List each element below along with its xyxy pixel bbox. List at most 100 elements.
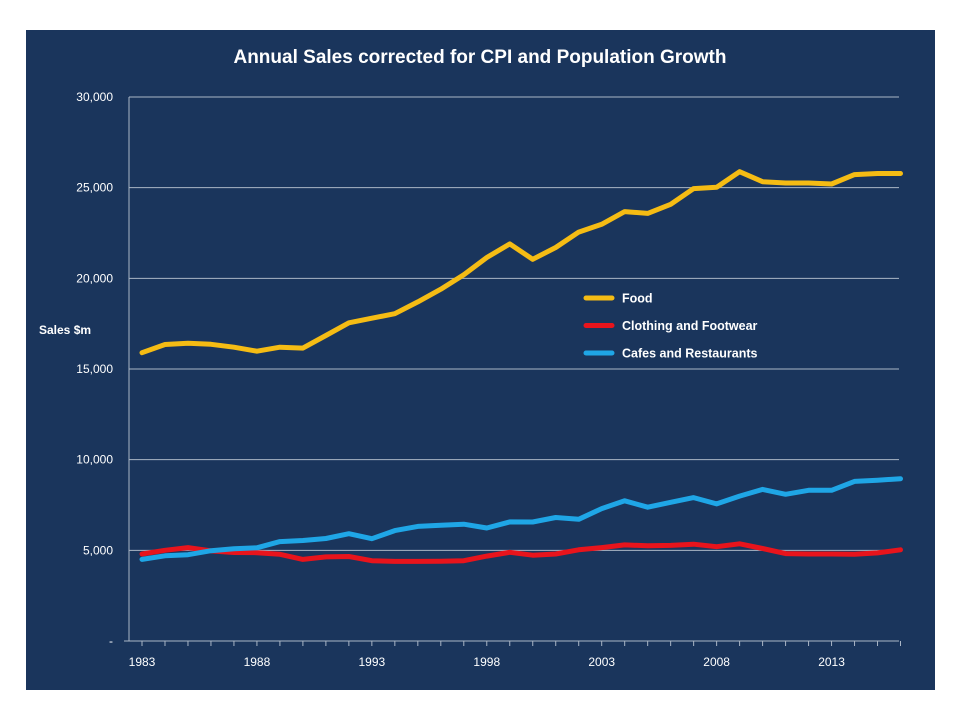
data-point-cafes bbox=[691, 495, 696, 500]
series-food bbox=[139, 169, 903, 356]
data-point-food bbox=[438, 287, 443, 292]
data-point-food bbox=[254, 349, 259, 354]
data-point-cafes bbox=[392, 528, 397, 533]
data-point-clothing bbox=[783, 551, 788, 556]
data-point-clothing bbox=[691, 542, 696, 547]
x-tick-label: 2003 bbox=[588, 655, 615, 669]
data-point-clothing bbox=[530, 553, 535, 558]
data-point-cafes bbox=[162, 553, 167, 558]
y-tick-label: - bbox=[109, 634, 113, 648]
data-point-cafes bbox=[277, 539, 282, 544]
data-point-food bbox=[231, 345, 236, 350]
series-lines bbox=[139, 169, 903, 564]
y-tick-label: 10,000 bbox=[76, 453, 113, 467]
chart-title: Annual Sales corrected for CPI and Popul… bbox=[233, 47, 726, 68]
data-point-cafes bbox=[852, 479, 857, 484]
data-point-cafes bbox=[645, 505, 650, 510]
data-point-cafes bbox=[553, 515, 558, 520]
data-point-cafes bbox=[346, 531, 351, 536]
data-point-food bbox=[208, 342, 213, 347]
legend: Food Clothing and Footwear Cafes and Resta… bbox=[583, 292, 758, 361]
data-point-food bbox=[898, 171, 903, 176]
data-point-clothing bbox=[645, 543, 650, 548]
series-cafes bbox=[139, 476, 903, 562]
series-clothing bbox=[139, 541, 903, 564]
data-point-food bbox=[668, 202, 673, 207]
data-point-clothing bbox=[231, 550, 236, 555]
y-axis-label: Sales $m bbox=[39, 323, 91, 337]
data-point-food bbox=[300, 346, 305, 351]
data-point-food bbox=[277, 345, 282, 350]
x-axis-ticks: 1983 1988 1993 1998 2003 2008 2013 bbox=[129, 655, 846, 669]
data-point-cafes bbox=[231, 546, 236, 551]
data-point-cafes bbox=[668, 500, 673, 505]
x-tick-label: 2008 bbox=[703, 655, 730, 669]
data-point-clothing bbox=[484, 554, 489, 559]
data-point-food bbox=[415, 299, 420, 304]
data-point-clothing bbox=[507, 550, 512, 555]
data-point-clothing bbox=[346, 554, 351, 559]
data-point-cafes bbox=[415, 524, 420, 529]
data-point-food bbox=[461, 272, 466, 277]
data-point-clothing bbox=[622, 542, 627, 547]
data-point-food bbox=[507, 241, 512, 246]
data-point-clothing bbox=[277, 552, 282, 557]
data-point-food bbox=[783, 180, 788, 185]
data-point-cafes bbox=[438, 523, 443, 528]
y-axis-ticks: - 5,000 10,000 15,000 20,000 25,000 30,000 bbox=[76, 90, 113, 648]
data-point-food bbox=[806, 180, 811, 185]
data-point-food bbox=[599, 222, 604, 227]
data-point-food bbox=[875, 171, 880, 176]
data-point-clothing bbox=[254, 550, 259, 555]
data-point-clothing bbox=[599, 545, 604, 550]
data-point-clothing bbox=[323, 554, 328, 559]
y-tick-label: 20,000 bbox=[76, 271, 113, 285]
legend-label: Food bbox=[622, 292, 653, 306]
data-point-clothing bbox=[576, 547, 581, 552]
series-line-clothing bbox=[139, 541, 903, 564]
data-point-food bbox=[829, 182, 834, 187]
data-point-cafes bbox=[760, 487, 765, 492]
chart-panel: Annual Sales corrected for CPI and Popul… bbox=[26, 30, 935, 690]
data-point-clothing bbox=[438, 559, 443, 564]
data-point-clothing bbox=[553, 551, 558, 556]
data-point-cafes bbox=[254, 545, 259, 550]
data-point-food bbox=[530, 257, 535, 262]
data-point-cafes bbox=[576, 517, 581, 522]
data-point-clothing bbox=[668, 543, 673, 548]
data-point-food bbox=[369, 316, 374, 321]
data-point-clothing bbox=[806, 551, 811, 556]
data-point-food bbox=[484, 255, 489, 260]
data-point-food bbox=[162, 342, 167, 347]
data-point-food bbox=[392, 311, 397, 316]
data-point-clothing bbox=[415, 559, 420, 564]
line-chart: Annual Sales corrected for CPI and Popul… bbox=[39, 47, 903, 669]
series-line-food bbox=[139, 169, 903, 356]
data-point-clothing bbox=[760, 546, 765, 551]
data-point-clothing bbox=[461, 558, 466, 563]
data-point-clothing bbox=[898, 547, 903, 552]
data-point-clothing bbox=[875, 550, 880, 555]
data-point-food bbox=[346, 320, 351, 325]
y-tick-label: 25,000 bbox=[76, 181, 113, 195]
series-line-cafes bbox=[139, 476, 903, 562]
data-point-food bbox=[852, 172, 857, 177]
data-point-food bbox=[622, 209, 627, 214]
data-point-cafes bbox=[208, 548, 213, 553]
data-point-clothing bbox=[185, 545, 190, 550]
data-point-cafes bbox=[300, 538, 305, 543]
x-tick-label: 1993 bbox=[358, 655, 385, 669]
data-point-cafes bbox=[140, 557, 144, 562]
data-point-cafes bbox=[185, 552, 190, 557]
data-point-food bbox=[576, 230, 581, 235]
data-point-cafes bbox=[829, 488, 834, 493]
data-point-clothing bbox=[852, 552, 857, 557]
data-point-food bbox=[323, 333, 328, 338]
data-point-cafes bbox=[806, 488, 811, 493]
data-point-cafes bbox=[783, 492, 788, 497]
legend-label: Cafes and Restaurants bbox=[622, 347, 758, 361]
legend-label: Clothing and Footwear bbox=[622, 319, 758, 333]
data-point-clothing bbox=[140, 551, 144, 556]
data-point-cafes bbox=[714, 501, 719, 506]
data-point-clothing bbox=[162, 548, 167, 553]
